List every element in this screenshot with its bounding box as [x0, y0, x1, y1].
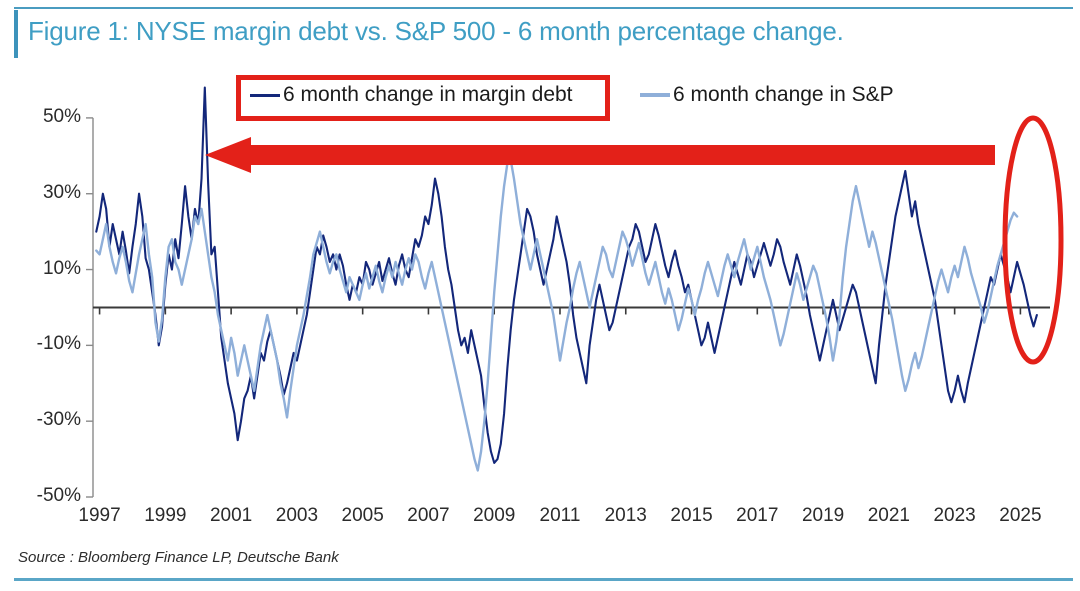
- y-axis-tick-label: -10%: [36, 333, 81, 355]
- chart-svg: [86, 86, 1050, 498]
- x-axis-tick-label: 2023: [933, 505, 976, 526]
- x-axis-tick-label: 2009: [473, 505, 516, 526]
- legend-label-sp500: 6 month change in S&P: [673, 83, 894, 106]
- x-axis-tick-label: 2007: [407, 505, 450, 526]
- x-axis-tick-label: 1997: [78, 505, 121, 526]
- series-line-sp500: [95, 158, 1019, 472]
- legend-item-sp500[interactable]: 6 month change in S&P: [640, 83, 894, 107]
- legend-label-margin-debt: 6 month change in margin debt: [283, 83, 573, 106]
- x-axis-tick-label: 2015: [670, 505, 713, 526]
- legend-highlight-box: [236, 75, 610, 121]
- y-axis-tick-label: -30%: [36, 409, 81, 431]
- x-axis-tick-label: 2019: [801, 505, 845, 526]
- x-axis-tick-label: 2005: [341, 505, 384, 526]
- chart-plot-area: [0, 60, 1080, 510]
- x-axis-tick-label: 2001: [209, 505, 253, 526]
- x-axis-tick-label: 2021: [867, 505, 910, 526]
- title-accent-bar: [14, 10, 18, 58]
- x-axis-tick-label: 2017: [736, 505, 779, 526]
- x-axis-tick-label: 2025: [999, 505, 1042, 526]
- top-rule: [14, 7, 1073, 9]
- x-axis-tick-label: 2011: [539, 505, 581, 526]
- y-axis-tick-label: -50%: [36, 485, 81, 506]
- series-line-margin-debt: [95, 86, 1038, 464]
- navy-line-swatch-icon: [250, 93, 280, 97]
- bottom-rule: [14, 578, 1073, 581]
- page-title: Figure 1: NYSE margin debt vs. S&P 500 -…: [28, 16, 844, 46]
- chart-legend: 6 month change in margin debt 6 month ch…: [236, 75, 960, 121]
- y-axis-tick-label: 10%: [42, 257, 81, 279]
- x-axis-tick-label: 2003: [275, 505, 319, 526]
- y-axis-tick-label: 30%: [42, 181, 81, 203]
- light-blue-line-swatch-icon: [640, 93, 670, 97]
- legend-item-margin-debt[interactable]: 6 month change in margin debt: [250, 83, 573, 107]
- y-axis-tick-label: 50%: [42, 105, 81, 127]
- x-axis-tick-label: 1999: [144, 505, 187, 526]
- x-axis-tick-label: 2013: [604, 505, 647, 526]
- source-note: Source : Bloomberg Finance LP, Deutsche …: [18, 549, 339, 566]
